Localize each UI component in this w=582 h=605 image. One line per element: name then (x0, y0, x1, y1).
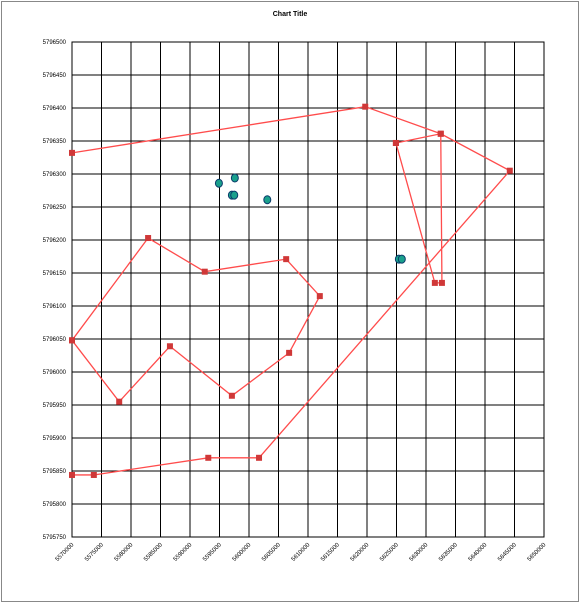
y-tick-label: 5795900 (43, 436, 67, 442)
y-tick-label: 5796500 (43, 40, 67, 46)
marker (69, 471, 75, 478)
marker (230, 173, 239, 183)
y-tick-label: 5795850 (43, 469, 67, 475)
chart-title: Chart Title (273, 11, 308, 18)
marker (116, 398, 123, 405)
marker (205, 454, 212, 461)
marker (506, 167, 513, 174)
y-tick-label: 5796300 (43, 172, 67, 178)
marker (392, 139, 399, 146)
marker (228, 392, 235, 399)
marker (230, 190, 239, 200)
y-tick-label: 5795800 (43, 502, 67, 508)
y-tick-label: 5796350 (43, 139, 67, 145)
marker (397, 254, 406, 264)
marker (438, 279, 445, 286)
marker (69, 149, 75, 156)
marker (256, 454, 263, 461)
marker (431, 279, 438, 286)
marker (263, 195, 272, 205)
marker (201, 268, 208, 275)
marker (362, 103, 369, 110)
y-tick-label: 5796150 (43, 271, 67, 277)
marker (316, 293, 323, 300)
y-tick-label: 5796050 (43, 337, 67, 343)
y-tick-label: 5796000 (43, 370, 67, 376)
marker (437, 130, 444, 137)
y-tick-label: 5795750 (43, 535, 67, 541)
y-tick-label: 5796400 (43, 106, 67, 112)
marker (166, 343, 173, 350)
marker (286, 349, 293, 356)
marker (90, 471, 97, 478)
marker (69, 337, 75, 344)
y-tick-label: 5796200 (43, 238, 67, 244)
y-tick-label: 5796100 (43, 304, 67, 310)
marker (283, 256, 290, 263)
y-tick-label: 5795950 (43, 403, 67, 409)
y-tick-label: 5796250 (43, 205, 67, 211)
marker (145, 235, 152, 242)
y-tick-label: 5796450 (43, 73, 67, 79)
marker (214, 178, 223, 188)
